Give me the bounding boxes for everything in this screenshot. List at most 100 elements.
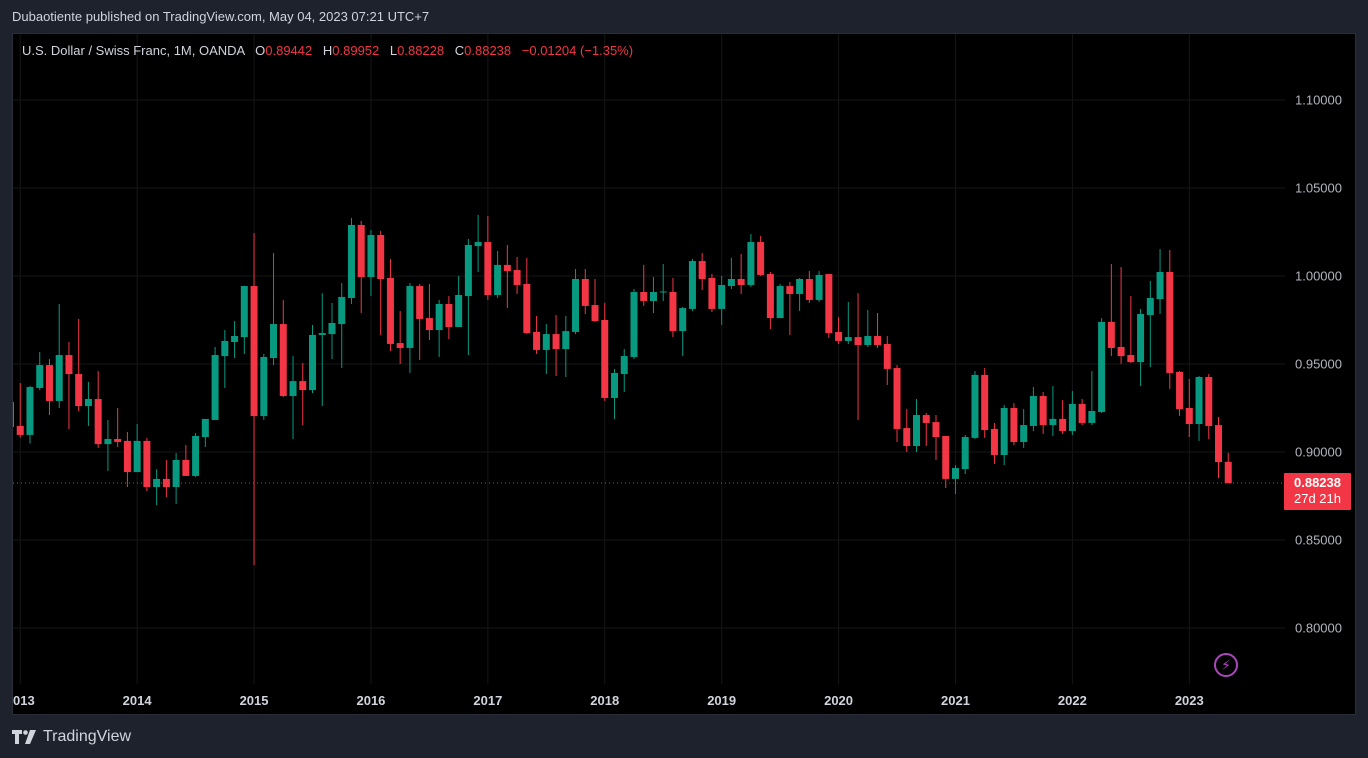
- candle-body-down: [903, 428, 911, 447]
- candle-body-down: [357, 224, 365, 278]
- candle-body-up: [1098, 321, 1106, 413]
- candle-body-up: [1029, 396, 1037, 426]
- candle-body-down: [601, 320, 609, 398]
- candle-body-down: [698, 261, 706, 279]
- candle-body-up: [84, 399, 92, 407]
- candle-body-down: [75, 374, 83, 407]
- candle-body-down: [854, 337, 862, 345]
- candle-body-up: [630, 292, 638, 357]
- candle-body-down: [396, 343, 404, 348]
- last-price: 0.88238: [1294, 475, 1341, 490]
- candle-body-down: [893, 368, 901, 429]
- candle-body-down: [786, 286, 794, 294]
- brand-name: TradingView: [43, 728, 132, 745]
- candle-body-up: [338, 296, 346, 325]
- candle-body-down: [581, 278, 589, 306]
- candle-body-up: [620, 356, 628, 375]
- candle-body-up: [26, 387, 34, 435]
- chart-panel[interactable]: 0.80000 0.85000 0.90000 0.95000 1.00000 1.050…: [12, 33, 1356, 715]
- candle-body-down: [835, 331, 843, 341]
- candle-body-down: [1166, 271, 1174, 373]
- candle-body-down: [533, 331, 541, 350]
- price-tick-label: 0.90000: [1295, 445, 1342, 460]
- candle-body-up: [1020, 425, 1028, 442]
- candle-body-down: [143, 440, 151, 488]
- candle-body-down: [552, 334, 560, 350]
- time-tick-label: 2022: [1058, 693, 1087, 708]
- candle-body-up: [864, 336, 872, 345]
- candle-body-down: [766, 274, 774, 319]
- chart-legend: U.S. Dollar / Swiss Franc, 1M, OANDA O0.…: [22, 43, 633, 58]
- candle-body-up: [1088, 410, 1096, 423]
- candle-body-down: [1224, 461, 1232, 484]
- candle-body-down: [503, 264, 511, 272]
- bar-countdown: 27d 21h: [1294, 491, 1341, 506]
- change-value: −0.01204 (−1.35%): [521, 43, 634, 58]
- price-tick-label: 0.85000: [1295, 533, 1342, 548]
- candle-body-down: [708, 277, 716, 309]
- price-tick-label: 1.05000: [1295, 181, 1342, 196]
- candle-body-up: [231, 336, 239, 342]
- candle-body-down: [299, 381, 307, 391]
- candle-body-down: [591, 305, 599, 322]
- candle-body-down: [1010, 408, 1018, 442]
- candle-body-down: [1117, 346, 1125, 357]
- candle-body-up: [649, 292, 657, 301]
- candle-body-down: [65, 355, 73, 375]
- candle-body-up: [1049, 418, 1057, 426]
- candle-body-up: [1000, 408, 1008, 455]
- candle-body-up: [455, 295, 463, 328]
- time-tick-label: 2015: [240, 693, 269, 708]
- candle-body-up: [36, 365, 44, 388]
- candle-body-up: [718, 284, 726, 309]
- price-tick-label: 0.95000: [1295, 357, 1342, 372]
- candlestick-chart[interactable]: 0.80000 0.85000 0.90000 0.95000 1.00000 1.050…: [13, 34, 1356, 715]
- candle-body-down: [1176, 371, 1184, 410]
- candle-body-up: [951, 468, 959, 479]
- candle-body-up: [727, 278, 735, 287]
- symbol-title[interactable]: U.S. Dollar / Swiss Franc, 1M, OANDA: [22, 43, 245, 58]
- candle-body-down: [1185, 408, 1193, 425]
- candle-body-down: [883, 343, 891, 369]
- candle-body-down: [425, 318, 433, 331]
- lightning-icon[interactable]: ⚡: [1214, 653, 1238, 677]
- candle-body-up: [260, 356, 268, 417]
- time-tick-label: 2019: [707, 693, 736, 708]
- tradingview-brand[interactable]: TradingView: [12, 728, 131, 746]
- candle-body-up: [688, 261, 696, 309]
- candle-body-up: [367, 234, 375, 278]
- candle-body-down: [377, 234, 385, 279]
- candle-body-up: [270, 324, 278, 359]
- candle-body-down: [114, 438, 122, 442]
- price-tick-label: 1.10000: [1295, 93, 1342, 108]
- candle-body-up: [133, 440, 141, 473]
- candle-body-down: [1215, 425, 1223, 463]
- candle-body-up: [474, 242, 482, 247]
- candle-body-down: [922, 415, 930, 423]
- last-price-label: 0.88238 27d 21h: [1284, 473, 1351, 510]
- candle-body-down: [45, 365, 53, 401]
- candle-body-up: [659, 291, 667, 293]
- published-header: Dubaotiente published on TradingView.com…: [12, 9, 430, 24]
- candle-body-down: [484, 242, 492, 296]
- close-label: C: [454, 43, 465, 58]
- candle-body-up: [1156, 271, 1164, 300]
- candle-body-up: [494, 264, 502, 296]
- candle-body-up: [55, 355, 63, 401]
- candle-body-down: [805, 278, 813, 300]
- time-tick-label: 2014: [123, 693, 153, 708]
- candle-body-up: [201, 418, 209, 438]
- candle-body-down: [523, 283, 531, 334]
- candle-body-down: [640, 292, 648, 301]
- candle-body-up: [104, 438, 112, 445]
- candle-body-down: [416, 286, 424, 319]
- candle-body-down: [981, 374, 989, 430]
- candle-body-up: [776, 286, 784, 319]
- time-tick-label: 2023: [1175, 693, 1204, 708]
- candle-body-down: [182, 459, 190, 476]
- time-tick-label: 2016: [356, 693, 385, 708]
- candle-body-down: [1059, 418, 1067, 432]
- time-tick-label: 2021: [941, 693, 970, 708]
- candle-body-up: [611, 372, 619, 398]
- candle-body-up: [318, 333, 326, 335]
